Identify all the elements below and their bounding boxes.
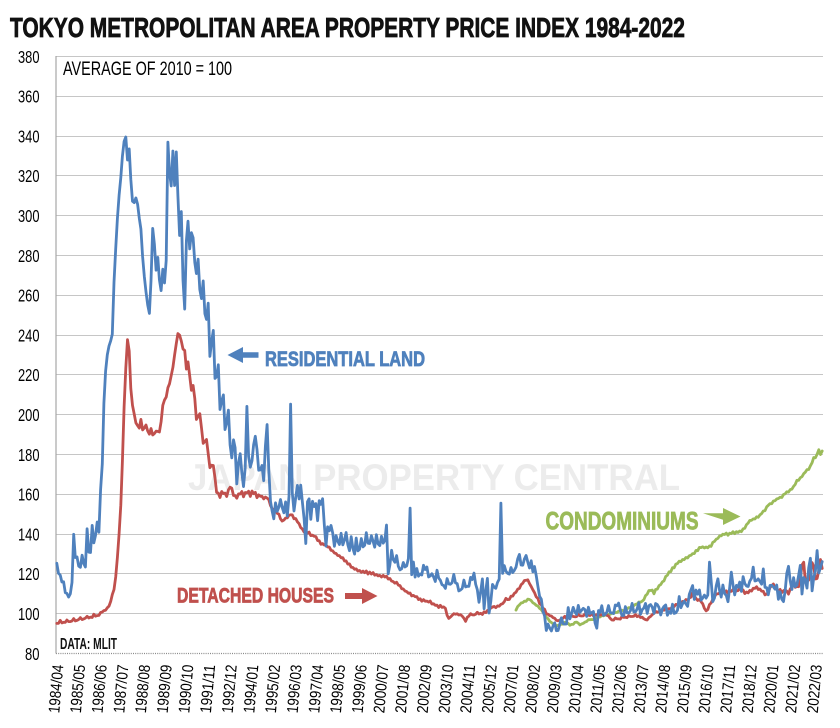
svg-text:1997/04: 1997/04 <box>306 664 327 714</box>
svg-text:340: 340 <box>18 126 40 146</box>
svg-text:1999/06: 1999/06 <box>350 664 371 714</box>
svg-text:2008/02: 2008/02 <box>523 664 544 714</box>
svg-text:2005/12: 2005/12 <box>480 664 501 714</box>
svg-text:200: 200 <box>18 405 40 425</box>
svg-text:2014/08: 2014/08 <box>653 664 674 714</box>
svg-text:1998/05: 1998/05 <box>328 664 349 714</box>
svg-text:120: 120 <box>18 564 40 584</box>
svg-text:2012/06: 2012/06 <box>610 664 631 714</box>
svg-text:JAPAN PROPERTY CENTRAL: JAPAN PROPERTY CENTRAL <box>188 457 680 498</box>
svg-text:1992/12: 1992/12 <box>220 664 241 714</box>
svg-text:2020/01: 2020/01 <box>761 664 782 714</box>
svg-text:1995/02: 1995/02 <box>263 664 284 714</box>
svg-text:1986/06: 1986/06 <box>90 664 111 714</box>
svg-text:140: 140 <box>18 524 40 544</box>
svg-text:RESIDENTIAL LAND: RESIDENTIAL LAND <box>265 348 425 371</box>
svg-text:1990/10: 1990/10 <box>176 664 197 714</box>
svg-text:100: 100 <box>18 604 40 624</box>
svg-text:180: 180 <box>18 445 40 465</box>
svg-text:2017/11: 2017/11 <box>718 664 739 714</box>
svg-text:2021/02: 2021/02 <box>783 664 804 714</box>
svg-text:1991/11: 1991/11 <box>198 664 219 714</box>
svg-text:240: 240 <box>18 325 40 345</box>
svg-text:280: 280 <box>18 246 40 266</box>
svg-text:160: 160 <box>18 485 40 505</box>
svg-text:1996/03: 1996/03 <box>285 664 306 714</box>
svg-text:2002/09: 2002/09 <box>415 664 436 714</box>
svg-text:2013/07: 2013/07 <box>631 664 652 714</box>
svg-text:2011/05: 2011/05 <box>588 664 609 714</box>
svg-text:380: 380 <box>18 47 40 67</box>
svg-text:2004/11: 2004/11 <box>458 664 479 714</box>
svg-text:80: 80 <box>25 644 40 664</box>
svg-text:1989/09: 1989/09 <box>155 664 176 714</box>
svg-text:2000/07: 2000/07 <box>371 664 392 714</box>
svg-text:1988/08: 1988/08 <box>133 664 154 714</box>
svg-text:300: 300 <box>18 206 40 226</box>
svg-text:2015/09: 2015/09 <box>675 664 696 714</box>
svg-text:320: 320 <box>18 166 40 186</box>
svg-text:1994/01: 1994/01 <box>241 664 262 714</box>
svg-text:1987/07: 1987/07 <box>111 664 132 714</box>
svg-text:2001/08: 2001/08 <box>393 664 414 714</box>
svg-text:1984/04: 1984/04 <box>46 664 67 714</box>
svg-text:360: 360 <box>18 87 40 107</box>
svg-text:2018/12: 2018/12 <box>740 664 761 714</box>
svg-text:CONDOMINIUMS: CONDOMINIUMS <box>546 507 699 535</box>
svg-text:260: 260 <box>18 286 40 306</box>
svg-text:DETACHED HOUSES: DETACHED HOUSES <box>177 584 334 607</box>
svg-text:2007/01: 2007/01 <box>501 664 522 714</box>
svg-text:2022/03: 2022/03 <box>805 664 826 714</box>
svg-text:2009/03: 2009/03 <box>545 664 566 714</box>
svg-text:220: 220 <box>18 365 40 385</box>
svg-text:1985/05: 1985/05 <box>68 664 89 714</box>
svg-text:2003/10: 2003/10 <box>436 664 457 714</box>
svg-text:2010/04: 2010/04 <box>566 664 587 714</box>
svg-text:2016/10: 2016/10 <box>696 664 717 714</box>
